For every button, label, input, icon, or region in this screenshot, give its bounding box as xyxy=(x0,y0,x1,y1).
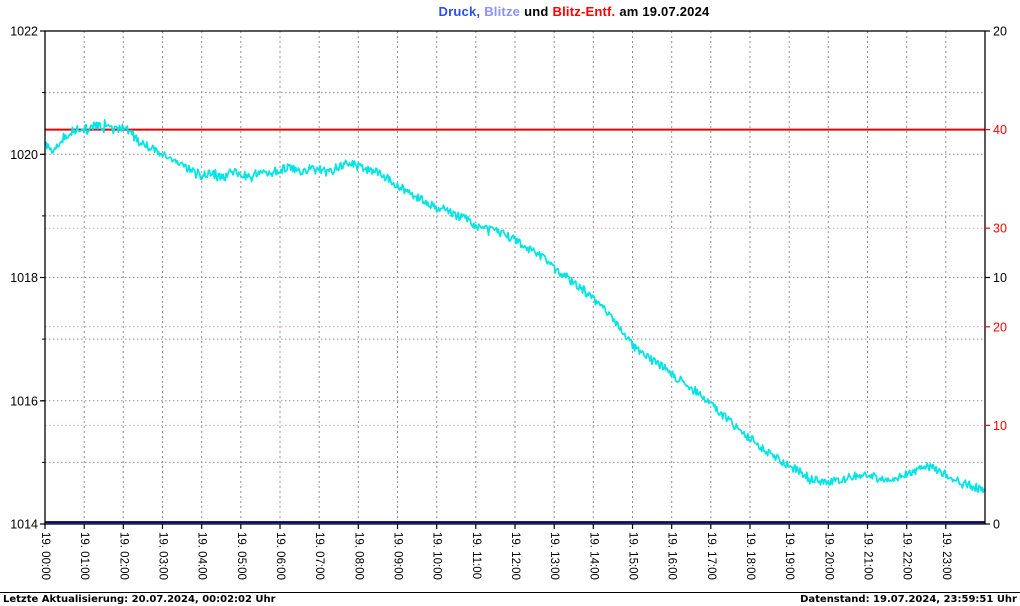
right-axis-black-label: 20 xyxy=(993,25,1007,39)
y-axis-tick-label: 1016 xyxy=(10,394,38,408)
x-axis-tick-label: 19. 13:00 xyxy=(548,532,560,580)
x-axis-tick-label: 19. 18:00 xyxy=(744,532,756,580)
x-axis-tick-label: 19. 15:00 xyxy=(627,532,639,580)
x-axis-tick-label: 19. 12:00 xyxy=(509,532,521,580)
right-axis-black-label: 10 xyxy=(993,271,1007,285)
title-und: und xyxy=(524,4,549,19)
druck-pressure-line xyxy=(44,119,985,494)
right-axis-red-label: 10 xyxy=(993,419,1007,433)
title-blitz-entf: Blitz-Entf. xyxy=(552,4,616,19)
right-axis-red-label: 20 xyxy=(993,320,1007,334)
x-axis-tick-label: 19. 01:00 xyxy=(78,532,90,580)
x-axis-tick-label: 19. 11:00 xyxy=(470,532,482,579)
footer-last-update: Letzte Aktualisierung: 20.07.2024, 00:02… xyxy=(3,594,276,605)
chart-title: Druck, Blitze und Blitz-Entf. am 19.07.2024 xyxy=(0,4,1020,19)
x-axis-tick-label: 19. 20:00 xyxy=(822,532,834,580)
x-axis-tick-label: 19. 21:00 xyxy=(862,532,874,580)
x-axis-tick-label: 19. 00:00 xyxy=(39,532,51,580)
title-druck: Druck, xyxy=(438,4,481,19)
x-axis-tick-label: 19. 02:00 xyxy=(117,532,129,580)
y-axis-tick-label: 1022 xyxy=(10,25,38,39)
x-axis-tick-label: 19. 14:00 xyxy=(587,532,599,580)
x-axis-tick-label: 19. 17:00 xyxy=(705,532,717,580)
title-date: am 19.07.2024 xyxy=(619,4,710,19)
x-axis-tick-label: 19. 23:00 xyxy=(940,532,952,580)
x-axis-tick-label: 19. 09:00 xyxy=(392,532,404,580)
y-axis-tick-label: 1014 xyxy=(10,518,38,532)
footer-data-timestamp: Datenstand: 19.07.2024, 23:59:51 Uhr xyxy=(800,594,1017,605)
right-axis-red-label: 30 xyxy=(993,222,1007,236)
right-axis-black-label: 0 xyxy=(993,518,1000,532)
right-axis-red-label: 40 xyxy=(993,123,1007,137)
x-axis-tick-label: 19. 03:00 xyxy=(157,532,169,580)
title-blitze: Blitze xyxy=(484,4,521,19)
x-axis-tick-label: 19. 04:00 xyxy=(196,532,208,580)
x-axis-tick-label: 19. 06:00 xyxy=(274,532,286,580)
x-axis-tick-label: 19. 08:00 xyxy=(352,532,364,580)
x-axis-tick-label: 19. 22:00 xyxy=(901,532,913,580)
x-axis-tick-label: 19. 10:00 xyxy=(431,532,443,580)
x-axis-tick-label: 19. 19:00 xyxy=(783,532,795,580)
x-axis-tick-label: 19. 05:00 xyxy=(235,532,247,580)
y-axis-tick-label: 1018 xyxy=(10,271,38,285)
x-axis-tick-label: 19. 16:00 xyxy=(666,532,678,580)
x-axis-tick-label: 19. 07:00 xyxy=(313,532,325,580)
y-axis-tick-label: 1020 xyxy=(10,148,38,162)
footer-bar: Letzte Aktualisierung: 20.07.2024, 00:02… xyxy=(0,592,1020,606)
